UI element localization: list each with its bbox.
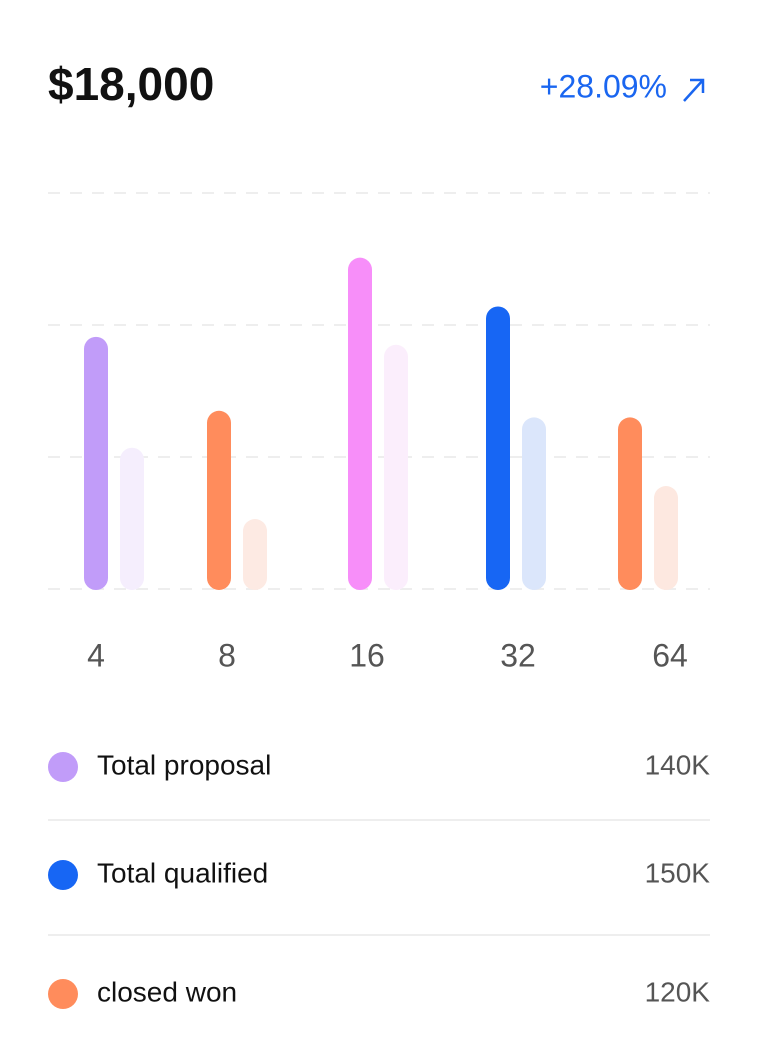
x-tick-label: 8 xyxy=(218,637,236,673)
legend-dot xyxy=(48,752,78,782)
bar xyxy=(486,306,510,590)
legend-dot xyxy=(48,979,78,1009)
legend-label: closed won xyxy=(97,976,237,1007)
bar xyxy=(207,410,231,590)
amount: $18,000 xyxy=(48,58,214,110)
legend-dot xyxy=(48,860,78,890)
arrow-icon xyxy=(683,78,705,102)
legend-value: 150K xyxy=(645,857,711,888)
bar xyxy=(618,417,642,590)
change: +28.09% xyxy=(540,68,667,104)
legend-label: Total qualified xyxy=(97,857,268,888)
bar xyxy=(384,344,408,590)
bar xyxy=(654,486,678,590)
x-tick-label: 32 xyxy=(500,637,536,673)
legend-value: 140K xyxy=(645,749,711,780)
legend-label: Total proposal xyxy=(97,749,271,780)
x-tick-label: 64 xyxy=(652,637,688,673)
x-tick-label: 16 xyxy=(349,637,385,673)
legend-value: 120K xyxy=(645,976,711,1007)
bar xyxy=(84,336,108,590)
bar xyxy=(522,417,546,590)
x-tick-label: 4 xyxy=(87,637,105,673)
bar xyxy=(243,519,267,590)
bar xyxy=(348,257,372,590)
bar xyxy=(120,447,144,590)
